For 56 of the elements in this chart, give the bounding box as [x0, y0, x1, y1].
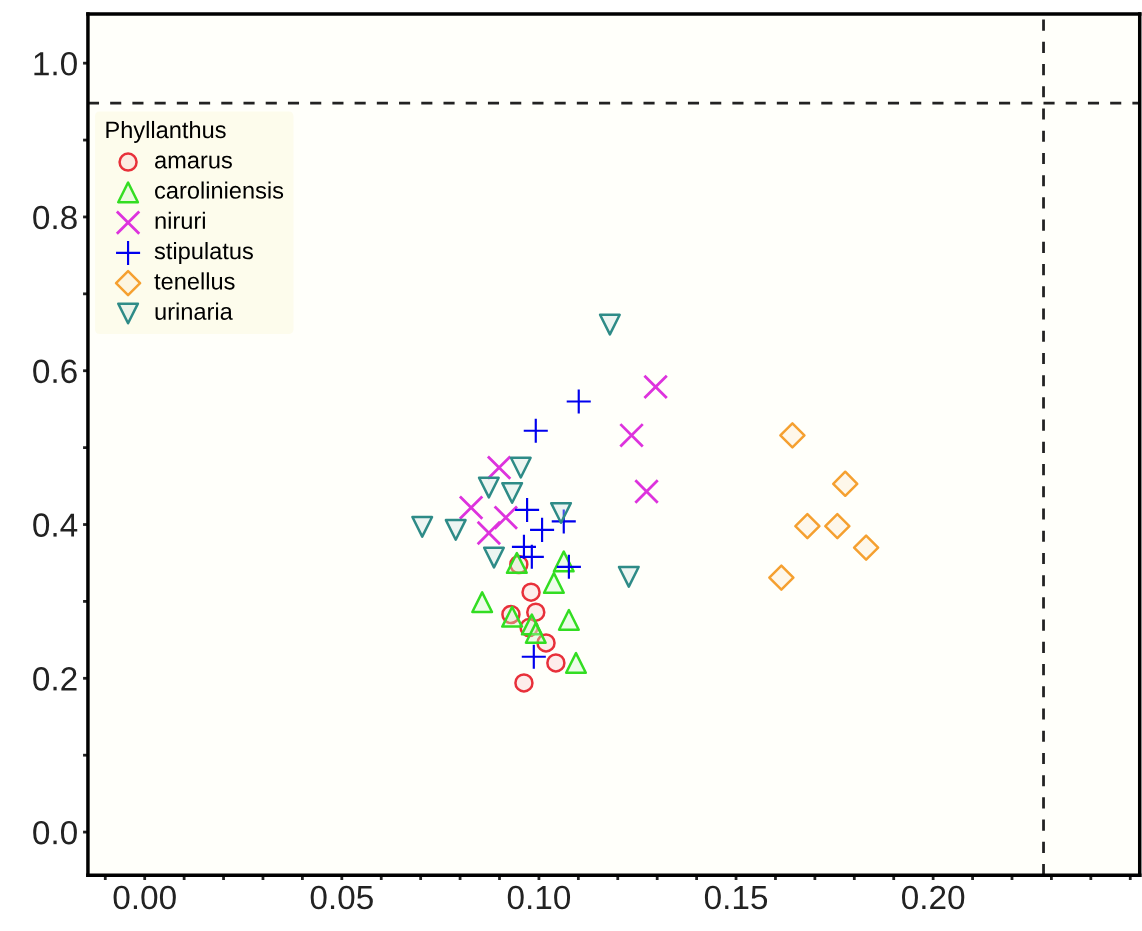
legend-label: tenellus — [154, 272, 235, 290]
point — [458, 495, 484, 521]
x-tick-label: 0.00 — [113, 885, 176, 910]
legend-label: urinaria — [155, 302, 233, 320]
point — [556, 554, 581, 579]
point — [509, 456, 532, 479]
x-tick-label: 0.05 — [310, 885, 373, 910]
point — [566, 389, 591, 414]
y-tick-label: 0.0 — [33, 820, 77, 845]
y-tick-label: 0.6 — [33, 359, 77, 384]
point — [643, 374, 669, 400]
point — [521, 644, 546, 669]
point — [852, 534, 880, 561]
point — [551, 509, 576, 534]
legend-label: stipulatus — [154, 242, 253, 265]
point — [617, 565, 640, 588]
point — [476, 520, 502, 546]
y-tick-label: 0.8 — [33, 205, 77, 230]
point — [515, 497, 540, 522]
y-tick-label: 0.4 — [33, 513, 78, 537]
point — [598, 313, 621, 336]
legend-title: Phyllanthus — [106, 120, 226, 143]
legend-label: caroliniensis — [155, 181, 284, 199]
point — [564, 651, 588, 674]
legend-label: amarus — [155, 155, 232, 169]
point — [633, 478, 660, 505]
point — [477, 476, 500, 499]
point — [549, 501, 573, 525]
point — [471, 591, 494, 614]
point — [530, 517, 555, 542]
legend-label: niruri — [155, 211, 205, 230]
point — [831, 470, 859, 498]
point — [521, 582, 541, 602]
point — [542, 571, 565, 595]
point — [482, 546, 506, 569]
y-tick-label: 0.2 — [33, 667, 77, 691]
point — [794, 512, 821, 540]
point — [546, 653, 566, 673]
point — [824, 512, 851, 540]
point — [514, 673, 534, 693]
point — [618, 422, 645, 448]
point — [524, 621, 547, 645]
x-tick-label: 0.15 — [704, 885, 768, 910]
point — [411, 515, 434, 538]
x-tick-label: 0.10 — [507, 885, 571, 910]
point — [493, 505, 519, 531]
point — [768, 564, 795, 591]
point — [557, 608, 580, 631]
y-tick-label: 1.0 — [34, 51, 77, 76]
point — [501, 481, 524, 505]
point — [523, 418, 548, 443]
point — [519, 544, 544, 569]
point — [779, 422, 806, 449]
point — [486, 455, 512, 481]
point — [444, 518, 467, 541]
x-tick-label: 0.20 — [902, 885, 965, 910]
